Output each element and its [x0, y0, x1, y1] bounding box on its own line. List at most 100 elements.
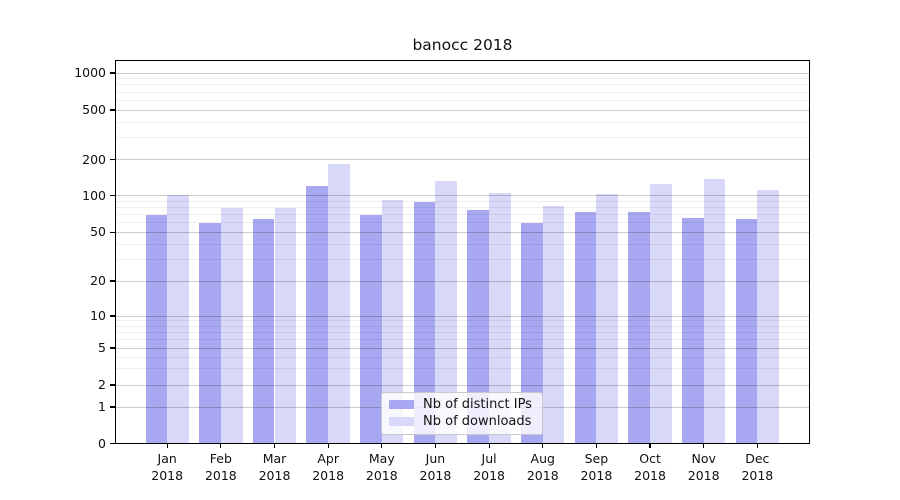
gridline-major — [115, 347, 810, 349]
x-tick-month: Apr — [317, 451, 339, 466]
y-tick-label: 1000 — [74, 65, 106, 80]
gridline-minor — [115, 200, 810, 202]
bar-distinct-ips — [628, 212, 651, 444]
gridline-major — [115, 384, 810, 386]
gridline-major — [115, 72, 810, 74]
gridline-minor — [115, 368, 810, 370]
gridline-minor — [115, 214, 810, 216]
legend: Nb of distinct IPs Nb of downloads — [381, 392, 543, 435]
legend-label: Nb of distinct IPs — [423, 397, 532, 412]
y-tick-mark — [110, 406, 115, 408]
x-tick-label: Apr 2018 — [300, 451, 356, 484]
y-tick-label: 10 — [90, 308, 106, 323]
y-tick-label: 20 — [90, 273, 106, 288]
bar-downloads — [274, 207, 297, 444]
bar-downloads — [596, 193, 619, 444]
y-tick-mark — [110, 315, 115, 317]
x-tick-month: Mar — [262, 451, 287, 466]
bar-distinct-ips — [199, 222, 221, 444]
gridline-minor — [115, 325, 810, 327]
x-tick-month: Jan — [157, 451, 177, 466]
x-tick-label: Jan 2018 — [139, 451, 195, 484]
bar-downloads — [220, 208, 243, 444]
x-tick-year: 2018 — [419, 467, 452, 483]
bar-distinct-ips — [306, 186, 329, 444]
y-tick-label: 500 — [82, 102, 106, 117]
bar-downloads — [435, 180, 458, 444]
y-tick-label: 5 — [98, 340, 106, 355]
x-tick-label: Oct 2018 — [622, 451, 678, 484]
gridline-minor — [115, 137, 810, 139]
x-tick-month: Oct — [639, 451, 661, 466]
x-tick-label: Mar 2018 — [247, 451, 303, 484]
x-tick-year: 2018 — [258, 467, 291, 483]
bar-downloads — [542, 205, 565, 444]
bar-distinct-ips — [735, 219, 758, 444]
gridline-major — [115, 231, 810, 233]
x-tick-mark — [703, 443, 705, 448]
bar-distinct-ips — [145, 214, 168, 444]
y-tick-mark — [110, 442, 115, 445]
bar-downloads — [650, 183, 672, 444]
gridline-minor — [115, 91, 810, 93]
gridline-minor — [115, 222, 810, 224]
x-tick-mark — [381, 443, 383, 448]
gridline-minor — [115, 99, 810, 101]
gridline-major — [115, 315, 810, 317]
x-tick-year: 2018 — [741, 467, 774, 483]
y-tick-mark — [110, 280, 115, 282]
y-tick-label: 100 — [82, 187, 106, 203]
x-tick-mark — [488, 443, 490, 448]
bar-distinct-ips — [413, 201, 436, 444]
legend-swatch-distinct-ips — [389, 400, 414, 409]
y-tick-label: 50 — [90, 224, 106, 240]
bar-distinct-ips — [682, 217, 704, 444]
gridline-minor — [115, 121, 810, 123]
y-tick-mark — [110, 159, 115, 161]
x-tick-mark — [756, 443, 758, 448]
y-tick-mark — [110, 231, 115, 233]
gridline-minor — [115, 339, 810, 341]
x-tick-month: Jul — [481, 451, 497, 466]
x-tick-year: 2018 — [151, 467, 184, 483]
bar-downloads — [328, 164, 350, 444]
x-tick-year: 2018 — [526, 467, 559, 483]
bar-distinct-ips — [574, 212, 597, 444]
y-tick-mark — [110, 195, 115, 197]
x-tick-label: Nov 2018 — [676, 451, 732, 484]
gridline-major — [115, 159, 810, 161]
x-tick-mark — [166, 443, 168, 448]
x-tick-month: Aug — [530, 451, 555, 466]
x-tick-label: Jun 2018 — [407, 451, 463, 484]
x-tick-mark — [649, 443, 651, 448]
x-tick-month: Sep — [584, 451, 609, 466]
bar-downloads — [757, 190, 780, 444]
bar-distinct-ips — [467, 210, 490, 444]
gridline-major — [115, 195, 810, 197]
x-tick-label: Aug 2018 — [515, 451, 571, 484]
x-tick-mark — [273, 443, 276, 448]
chart-title: banocc 2018 — [412, 36, 513, 54]
gridline-minor — [115, 84, 810, 86]
x-tick-year: 2018 — [473, 467, 505, 483]
bar-distinct-ips — [252, 218, 275, 444]
x-tick-month: Jun — [425, 451, 446, 466]
x-tick-month: Nov — [691, 451, 716, 466]
x-tick-year: 2018 — [204, 467, 237, 483]
y-tick-mark — [110, 384, 115, 386]
y-tick-label: 2 — [98, 377, 106, 392]
gridline-minor — [115, 320, 810, 322]
gridline-minor — [115, 356, 810, 358]
x-tick-label: Sep 2018 — [568, 451, 624, 484]
y-tick-mark — [110, 347, 115, 349]
bar-downloads — [381, 200, 404, 444]
x-tick-label: Jul 2018 — [461, 451, 517, 484]
x-tick-year: 2018 — [634, 467, 666, 483]
legend-swatch-downloads — [389, 417, 414, 426]
x-tick-label: Dec 2018 — [729, 451, 785, 484]
gridline-minor — [115, 78, 810, 80]
x-tick-year: 2018 — [312, 467, 345, 483]
x-tick-mark — [220, 443, 222, 448]
x-tick-mark — [327, 443, 329, 448]
